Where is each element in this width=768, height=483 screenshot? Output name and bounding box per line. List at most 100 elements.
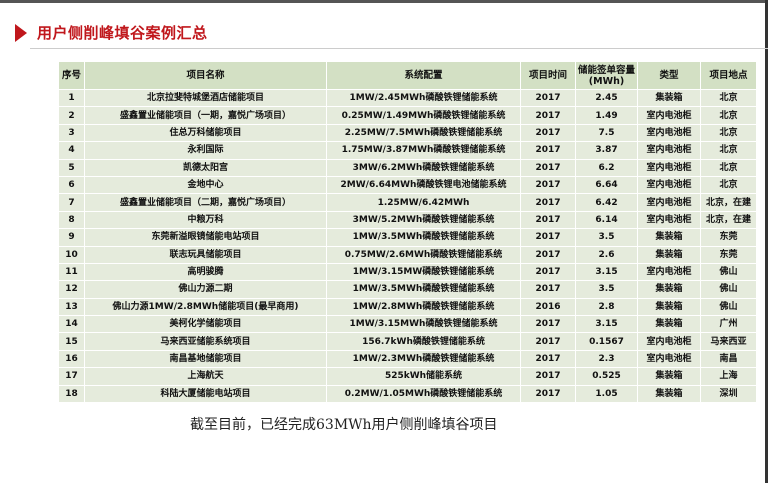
table-cell: 5 [58,158,85,177]
table-cell: 金地中心 [84,175,327,195]
table-cell: 马来西亚 [700,332,757,351]
case-summary-table: 序号 项目名称 系统配置 项目时间 储能签单容量(MWh) 类型 项目地点 1 北京拉斐特城堡… [58,61,757,404]
table-cell: 联志玩具储能项目 [84,245,327,264]
table-cell: 集装箱 [637,280,701,299]
table-row: 16 南昌基地储能项目 1MW/2.3MWh磷酸铁锂储能系统 2017 2.3 室内电池柜… [58,349,757,369]
table-row: 7 盛鑫置业储能项目（二期，嘉悦广场项目） 1.25MW/6.42MWh 2017 6.… [58,193,757,212]
table-cell: 室内电池柜 [637,349,701,369]
column-header: 储能签单容量(MWh) [575,61,638,90]
table-row: 17 上海航天 525kWh储能系统 2017 0.525 集装箱 上海 [58,367,757,386]
table-cell: 室内电池柜 [637,262,701,282]
table-row: 1 北京拉斐特城堡酒店储能项目 1MW/2.45MWh磷酸铁锂储能系统 2017 2.4… [58,88,757,108]
table-cell: 东莞新溢眼镜储能电站项目 [84,228,327,247]
column-header: 类型 [637,61,701,90]
table-cell: 2017 [520,193,576,212]
table-cell: 3.5 [575,228,638,247]
column-header: 项目时间 [520,61,576,90]
table-cell: 马来西亚储能系统项目 [84,332,327,351]
table-cell: 永利国际 [84,141,327,160]
table-cell: 2.6 [575,245,638,264]
table-cell: 1.25MW/6.42MWh [326,193,521,212]
table-row: 9 东莞新溢眼镜储能电站项目 1MW/3.5MWh磷酸铁锂储能系统 2017 3.5 集装… [58,228,757,247]
table-cell: 北京，在建 [700,193,757,212]
table-cell: 集装箱 [637,367,701,386]
table-cell: 156.7kWh磷酸铁锂储能系统 [326,332,521,351]
table-row: 10 联志玩具储能项目 0.75MW/2.6MWh磷酸铁锂储能系统 2017 2.6 集装… [58,245,757,264]
table-row: 6 金地中心 2MW/6.64MWh磷酸铁锂电池储能系统 2017 6.64 室内电池柜北… [58,175,757,195]
table-cell: 2017 [520,123,576,143]
triangle-bullet-icon [15,24,27,42]
table-cell: 6.42 [575,193,638,212]
table-cell: 2017 [520,367,576,386]
table-cell: 室内电池柜 [637,210,701,230]
table-cell: 1MW/3.5MWh磷酸铁锂储能系统 [326,280,521,299]
table-cell: 1 [58,88,85,108]
table-cell: 6.64 [575,175,638,195]
table-cell: 2017 [520,315,576,334]
title-divider [30,48,768,49]
table-cell: 室内电池柜 [637,175,701,195]
table-cell: 东莞 [700,245,757,264]
table-cell: 北京 [700,158,757,177]
table-cell: 2.25MW/7.5MWh磷酸铁锂储能系统 [326,123,521,143]
table-cell: 室内电池柜 [637,106,701,125]
table-cell: 1MW/2.3MWh磷酸铁锂储能系统 [326,349,521,369]
table-row: 11 高明骏腾 1MW/3.15MW磷酸铁锂储能系统 2017 3.15 室内电池柜 佛山 [58,262,757,282]
table-cell: 2.3 [575,349,638,369]
table-cell: 18 [58,384,85,404]
table-cell: 1MW/2.45MWh磷酸铁锂储能系统 [326,88,521,108]
table-cell: 北京 [700,106,757,125]
table-cell: 南昌基地储能项目 [84,349,327,369]
table-cell: 2017 [520,106,576,125]
table-cell: 高明骏腾 [84,262,327,282]
table-cell: 中粮万科 [84,210,327,230]
table-row: 12 佛山力源二期 1MW/3.5MWh磷酸铁锂储能系统 2017 3.5 集装箱 佛山 [58,280,757,299]
table-cell: 16 [58,349,85,369]
table-cell: 14 [58,315,85,334]
table-cell: 盛鑫置业储能项目（一期，嘉悦广场项目） [84,106,327,125]
table-cell: 集装箱 [637,88,701,108]
table-cell: 上海航天 [84,367,327,386]
table-cell: 佛山 [700,280,757,299]
top-border [0,0,768,3]
table-cell: 13 [58,297,85,317]
table-cell: 11 [58,262,85,282]
table-cell: 2017 [520,349,576,369]
table-cell: 10 [58,245,85,264]
table-row: 13 佛山力源1MW/2.8MWh储能项目(最早商用) 1MW/2.8MWh磷酸铁锂… [58,297,757,317]
table-cell: 2017 [520,384,576,404]
table-cell: 3.15 [575,315,638,334]
table-cell: 集装箱 [637,297,701,317]
table-cell: 2017 [520,280,576,299]
table-cell: 盛鑫置业储能项目（二期，嘉悦广场项目） [84,193,327,212]
table-cell: 2016 [520,297,576,317]
table-cell: 东莞 [700,228,757,247]
column-header: 项目地点 [700,61,757,90]
table-cell: 2017 [520,262,576,282]
footer-note: 截至目前，已经完成63MWh用户侧削峰填谷项目 [190,417,498,433]
table-cell: 2017 [520,245,576,264]
table-cell: 集装箱 [637,384,701,404]
page-title: 用户侧削峰填谷案例汇总 [37,24,208,42]
table-cell: 17 [58,367,85,386]
table-cell: 15 [58,332,85,351]
table-cell: 科陆大厦储能电站项目 [84,384,327,404]
table-cell: 525kWh储能系统 [326,367,521,386]
table-cell: 3MW/5.2MWh磷酸铁锂储能系统 [326,210,521,230]
table-cell: 北京 [700,88,757,108]
table-cell: 2017 [520,210,576,230]
table-cell: 佛山 [700,297,757,317]
table-cell: 3.87 [575,141,638,160]
table-cell: 0.25MW/1.49MWh磷酸铁锂储能系统 [326,106,521,125]
table-cell: 1.49 [575,106,638,125]
table-row: 18 科陆大厦储能电站项目 0.2MW/1.05MWh磷酸铁锂储能系统 2017 1.0… [58,384,757,404]
table-cell: 4 [58,141,85,160]
table-cell: 集装箱 [637,315,701,334]
table-cell: 北京拉斐特城堡酒店储能项目 [84,88,327,108]
table-cell: 0.2MW/1.05MWh磷酸铁锂储能系统 [326,384,521,404]
table-cell: 6 [58,175,85,195]
table-cell: 佛山力源1MW/2.8MWh储能项目(最早商用) [84,297,327,317]
table-cell: 北京 [700,123,757,143]
table-cell: 3 [58,123,85,143]
table-cell: 佛山力源二期 [84,280,327,299]
